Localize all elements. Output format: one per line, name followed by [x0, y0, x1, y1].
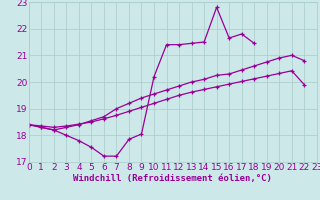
X-axis label: Windchill (Refroidissement éolien,°C): Windchill (Refroidissement éolien,°C) [73, 174, 272, 183]
